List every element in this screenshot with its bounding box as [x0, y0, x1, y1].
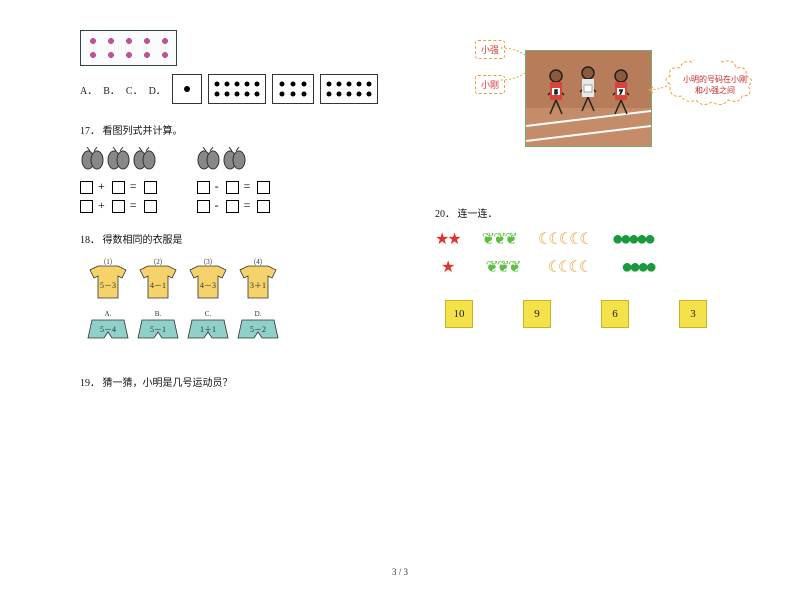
choice-d-label: D． — [149, 82, 166, 97]
shirt-idx-2: （2） — [149, 258, 167, 266]
butterfly-icon — [196, 147, 220, 173]
q18-shirts: （1） （2） （3） （4） 5－3 4－1 4－3 3＋1 — [80, 256, 395, 356]
q18-text: 得数相同的衣服是 — [103, 235, 183, 246]
dice-4 — [320, 74, 378, 104]
q17-number: 17． — [80, 126, 100, 137]
shirt-idx-1: （1） — [99, 258, 117, 266]
butterfly-group-right — [196, 147, 246, 173]
q20-title: 20． 连一连． — [435, 205, 750, 220]
num-box: 6 — [601, 300, 629, 328]
cloud-text: 小明的号码在小刚和小强之间 — [660, 74, 770, 96]
hint-cloud: 小明的号码在小刚和小强之间 — [660, 60, 770, 108]
left-column: A． B． C． D． — [80, 30, 415, 562]
leaves-icon: ❦❦❦ — [485, 257, 519, 277]
q17-title: 17． 看图列式并计算。 — [80, 122, 395, 137]
dice-1 — [172, 74, 202, 104]
q18-title: 18． 得数相同的衣服是 — [80, 231, 395, 246]
q20-number-boxes: 10 9 6 3 — [435, 300, 750, 328]
q20-text: 连一连． — [458, 209, 498, 220]
butterfly-icon — [80, 147, 104, 173]
svg-text:5: 5 — [555, 90, 558, 96]
shirt-1-expr: 5－3 — [100, 281, 116, 290]
worksheet-page: A． B． C． D． — [0, 0, 800, 592]
leaves-icon: ❦❦❦ — [482, 229, 516, 249]
equation: - = — [197, 179, 271, 194]
shape-row-2: ★ ❦❦❦ ☾☾☾☾ ●●●● — [435, 258, 750, 276]
butterfly-group-left — [80, 147, 156, 173]
num-box: 3 — [679, 300, 707, 328]
shorts-3-expr: 1＋1 — [200, 325, 216, 334]
q19-title: 19． 猜一猜，小明是几号运动员？ — [80, 374, 395, 389]
dots-icon: ●●●●● — [612, 228, 652, 251]
num-box: 9 — [523, 300, 551, 328]
q17-equations: + = + = - = - = — [80, 179, 395, 213]
num-box: 10 — [445, 300, 473, 328]
choice-b-label: B． — [103, 82, 120, 97]
stars-icon: ★★ — [435, 229, 460, 249]
q18-number: 18． — [80, 235, 100, 246]
svg-text:B.: B. — [155, 310, 162, 318]
q19-illustration: 小强 小刚 5 7 — [435, 35, 750, 155]
butterfly-icon — [132, 147, 156, 173]
shirt-2-expr: 4－1 — [150, 281, 166, 290]
arrow-icon — [647, 80, 667, 100]
shirt-4-expr: 3＋1 — [250, 281, 266, 290]
shorts-1-expr: 5－4 — [100, 325, 116, 334]
page-number: 3 / 3 — [0, 567, 800, 577]
eq-col-minus: - = - = — [197, 179, 271, 213]
svg-text:A.: A. — [105, 310, 112, 318]
q17-text: 看图列式并计算。 — [103, 126, 183, 137]
dice-2 — [208, 74, 266, 104]
stars-icon: ★ — [435, 257, 463, 277]
q16-choices: A． B． C． D． — [80, 74, 395, 104]
shape-row-1: ★★ ❦❦❦ ☾☾☾☾☾ ●●●●● — [435, 230, 750, 248]
equation: + = — [80, 179, 157, 194]
svg-text:D.: D. — [255, 310, 262, 318]
shorts-4-expr: 5－2 — [250, 325, 266, 334]
choice-c-label: C． — [126, 82, 143, 97]
q17-butterflies — [80, 147, 395, 173]
q19-text: 猜一猜，小明是几号运动员？ — [103, 378, 233, 389]
choice-a-label: A． — [80, 82, 97, 97]
dice-3 — [272, 74, 314, 104]
shirt-idx-4: （4） — [249, 258, 267, 266]
shirt-3-expr: 4－3 — [200, 281, 216, 290]
runners-photo: 5 7 — [525, 50, 652, 147]
q19-number: 19． — [80, 378, 100, 389]
butterfly-icon — [106, 147, 130, 173]
eq-col-plus: + = + = — [80, 179, 157, 213]
q20-number: 20． — [435, 209, 455, 220]
shorts-2-expr: 5－1 — [150, 325, 166, 334]
dots-icon: ●●●● — [611, 256, 653, 279]
svg-text:C.: C. — [205, 310, 212, 318]
right-column: 小强 小刚 5 7 — [415, 30, 750, 562]
moons-icon: ☾☾☾☾☾ — [538, 229, 590, 249]
flowers-illustration — [80, 30, 177, 66]
equation: - = — [197, 198, 271, 213]
q20-shapes: ★★ ❦❦❦ ☾☾☾☾☾ ●●●●● ★ ❦❦❦ ☾☾☾☾ ●●●● — [435, 230, 750, 276]
moons-icon: ☾☾☾☾ — [542, 257, 589, 277]
svg-text:7: 7 — [620, 90, 623, 96]
butterfly-icon — [222, 147, 246, 173]
equation: + = — [80, 198, 157, 213]
shirt-idx-3: （3） — [199, 258, 217, 266]
